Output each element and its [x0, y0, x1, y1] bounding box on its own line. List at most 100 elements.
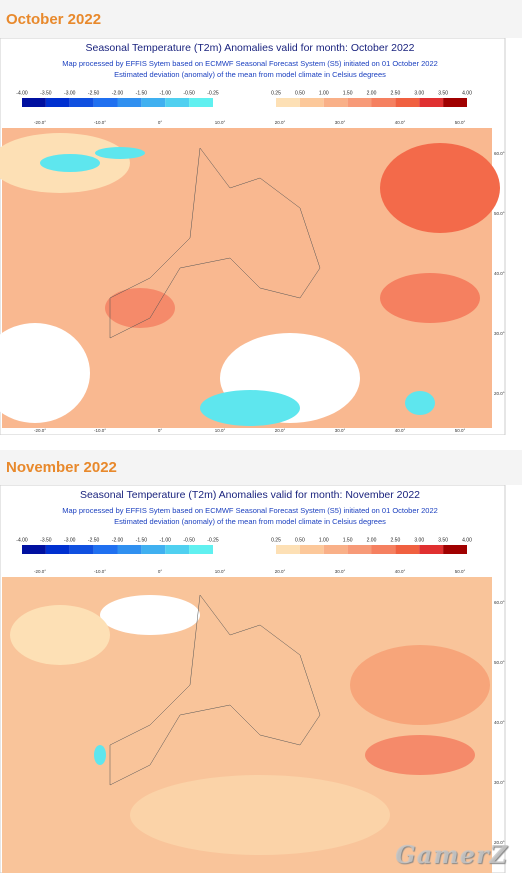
legend-swatch: [395, 545, 420, 554]
legend-swatch: [22, 545, 46, 554]
legend-swatch: [69, 545, 94, 554]
legend-label: -4.00: [16, 537, 28, 543]
map-subtitle: Map processed by EFFIS Sytem based on EC…: [62, 506, 438, 515]
legend-label: 4.00: [462, 90, 472, 96]
legend-swatch: [141, 98, 166, 107]
legend-swatch: [165, 98, 190, 107]
anomaly-area: [200, 390, 300, 426]
anomaly-area: [380, 273, 480, 323]
anomaly-area: [405, 391, 435, 415]
legend-swatch: [117, 98, 142, 107]
legend-label: 3.50: [438, 537, 448, 543]
legend-label: 0.25: [271, 537, 281, 543]
legend-swatch: [419, 98, 444, 107]
legend-label: -0.50: [183, 537, 195, 543]
legend-label: -3.00: [64, 537, 76, 543]
lat-label: 60.0°: [494, 600, 505, 605]
anomaly-area: [10, 605, 110, 665]
section-heading: November 2022: [0, 450, 522, 485]
legend-swatch: [22, 98, 46, 107]
lon-label: 10.0°: [215, 428, 226, 433]
section-heading: October 2022: [0, 0, 522, 38]
lon-label: 0°: [158, 120, 163, 125]
lon-label: 30.0°: [335, 428, 346, 433]
legend-label: 2.50: [391, 90, 401, 96]
lat-label: 60.0°: [494, 151, 505, 156]
legend-label: -0.50: [183, 90, 195, 96]
legend-swatch: [347, 545, 372, 554]
legend-swatch: [165, 545, 190, 554]
legend-swatch: [419, 545, 444, 554]
map-note: Estimated deviation (anomaly) of the mea…: [114, 517, 386, 526]
lon-label: 0°: [158, 428, 163, 433]
lon-label: 20.0°: [275, 428, 286, 433]
anomaly-area: [350, 645, 490, 725]
lon-label: 40.0°: [395, 120, 406, 125]
anomaly-area: [0, 323, 90, 423]
lat-label: 50.0°: [494, 211, 505, 216]
legend-label: 1.00: [319, 90, 329, 96]
legend-label: 1.50: [343, 90, 353, 96]
lon-label: -20.0°: [34, 120, 46, 125]
lon-label: -10.0°: [94, 120, 106, 125]
legend-label: 0.25: [271, 90, 281, 96]
legend-swatch: [276, 98, 300, 107]
legend-label: -2.50: [88, 537, 100, 543]
legend-swatch: [189, 98, 213, 107]
legend-label: -3.00: [64, 90, 76, 96]
lon-label: -10.0°: [94, 569, 106, 574]
legend-swatch: [371, 98, 396, 107]
coastline: [109, 147, 321, 339]
watermark: GamerZ: [395, 840, 508, 869]
map-panel: Seasonal Temperature (T2m) Anomalies val…: [0, 38, 506, 435]
lat-label: 20.0°: [494, 391, 505, 396]
coastline: [109, 594, 321, 786]
anomaly-area: [100, 595, 200, 635]
anomaly-area: [130, 775, 390, 855]
lon-label: 30.0°: [335, 120, 346, 125]
legend-label: 1.00: [319, 537, 329, 543]
anomaly-area: [380, 143, 500, 233]
legend-label: 3.50: [438, 90, 448, 96]
lon-label: 20.0°: [275, 120, 286, 125]
legend-label: 0.50: [295, 90, 305, 96]
legend-label: -2.00: [112, 90, 124, 96]
lon-label: 10.0°: [215, 569, 226, 574]
map-title: Seasonal Temperature (T2m) Anomalies val…: [86, 42, 415, 54]
lon-label: 40.0°: [395, 428, 406, 433]
legend-swatch: [323, 98, 348, 107]
map-subtitle: Map processed by EFFIS Sytem based on EC…: [62, 59, 438, 68]
legend-swatch: [93, 98, 118, 107]
map: [2, 577, 492, 873]
lat-label: 50.0°: [494, 660, 505, 665]
anomaly-area: [95, 147, 145, 159]
lon-label: 50.0°: [455, 569, 466, 574]
map: [0, 128, 500, 428]
lon-label: 50.0°: [455, 428, 466, 433]
legend-label: 2.00: [367, 537, 377, 543]
legend-swatch: [443, 545, 467, 554]
lat-label: 20.0°: [494, 840, 505, 845]
legend-swatch: [443, 98, 467, 107]
legend-label: 1.50: [343, 537, 353, 543]
legend-swatch: [395, 98, 420, 107]
anomaly-area: [365, 735, 475, 775]
legend-label: 0.50: [295, 537, 305, 543]
anomaly-area: [94, 745, 106, 765]
legend-label: 3.00: [414, 537, 424, 543]
legend-swatch: [117, 545, 142, 554]
legend-label: -3.50: [40, 537, 52, 543]
legend-swatch: [299, 545, 324, 554]
legend-swatch: [347, 98, 372, 107]
legend-label: -2.00: [112, 537, 124, 543]
legend-swatch: [45, 98, 70, 107]
legend-label: 2.50: [391, 537, 401, 543]
lon-label: -10.0°: [94, 428, 106, 433]
legend-swatch: [141, 545, 166, 554]
legend-label: -1.50: [136, 90, 148, 96]
legend-label: 3.00: [414, 90, 424, 96]
legend-label: -1.00: [160, 537, 172, 543]
anomaly-area: [40, 154, 100, 172]
legend-label: -3.50: [40, 90, 52, 96]
